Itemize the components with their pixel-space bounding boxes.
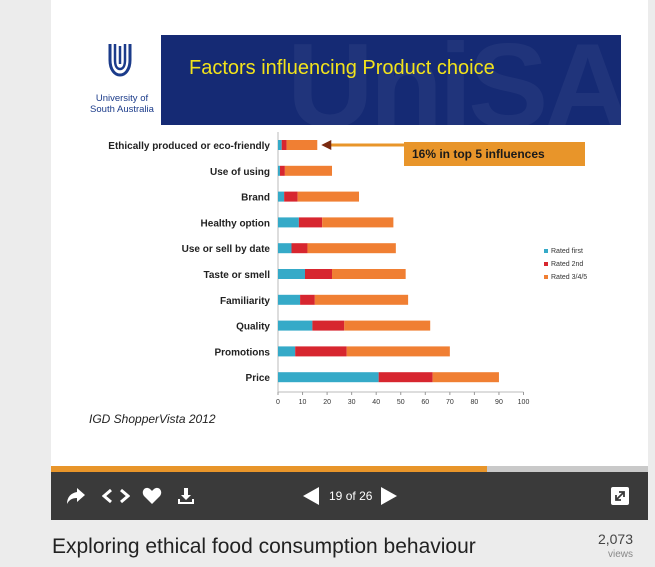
university-name: University of South Australia [83,93,161,115]
fullscreen-icon[interactable] [609,485,631,507]
bar-segment [312,320,345,331]
x-tick-label: 90 [495,399,503,406]
legend-label: Rated 2nd [551,261,583,268]
slide-progress-bar [51,466,648,472]
current-slide-number: 19 [329,489,343,503]
share-icon[interactable] [65,485,87,507]
legend-label: Rated first [551,248,583,255]
pager-of-label: of [345,489,356,503]
bar-segment [432,372,499,383]
views-count: 2,073 [597,531,633,547]
factors-bar-chart: 0 10 20 30 40 50 60 70 80 90 100 Ethically produced… [108,132,587,406]
x-tick-label: 50 [397,399,405,406]
slide-progress-fill [51,466,487,472]
bar-segment [378,372,433,383]
x-tick-label: 60 [421,399,429,406]
annotation-arrowhead [321,140,332,150]
like-heart-icon[interactable] [141,485,163,507]
legend-swatch [544,262,548,266]
bar-segment [279,165,285,176]
x-tick-label: 70 [446,399,454,406]
bar-segment [295,346,347,357]
bar-segment [278,217,299,228]
bar-segment [278,346,296,357]
category-label: Quality [236,322,270,333]
x-tick-label: 10 [299,399,307,406]
category-label: Promotions [214,347,270,358]
annotation-box [404,142,585,166]
previous-slide-icon[interactable] [301,485,321,507]
bar-segment [278,372,379,383]
category-label: Price [246,373,271,384]
category-label: Brand [241,193,270,204]
legend-label: Rated 3/4/5 [551,274,587,281]
slide-pager: 19 of 26 [329,489,372,503]
category-label: Use of using [210,167,270,178]
category-label: Ethically produced or eco-friendly [108,141,270,152]
bar-segment [284,165,333,176]
bar-segment [297,191,360,202]
bar-segment [344,320,431,331]
x-tick-label: 80 [471,399,479,406]
x-tick-label: 0 [276,399,280,406]
bar-segment [332,269,406,279]
annotation-text: 16% in top 5 influences [412,147,545,161]
bar-segment [291,243,308,254]
bar-segment [307,243,396,254]
embed-icon[interactable] [101,485,131,507]
bar-segment [278,294,301,305]
bar-segment [278,243,292,254]
bar-segment [278,269,306,279]
banner-watermark: UniSA [287,35,621,125]
category-label: Healthy option [201,218,270,229]
x-tick-label: 100 [518,399,530,406]
category-label: Taste or smell [203,270,270,281]
bar-segment [322,217,394,228]
bar-segment [286,140,318,150]
viewer-toolbar: 19 of 26 [51,472,648,520]
category-label: Use or sell by date [182,244,271,255]
x-tick-label: 40 [372,399,380,406]
bar-segment [346,346,450,357]
slide-viewer: University of South Australia UniSA Fact… [51,0,648,520]
legend-swatch [544,249,548,253]
university-logo-panel: University of South Australia [79,35,161,125]
slide-banner: University of South Australia UniSA Fact… [79,35,621,125]
university-name-line2: South Australia [90,104,154,115]
legend-swatch [544,275,548,279]
next-slide-icon[interactable] [379,485,399,507]
total-slides-number: 26 [359,489,373,503]
bar-segment [300,294,315,305]
views-label: views [607,549,633,560]
x-tick-label: 20 [323,399,331,406]
download-icon[interactable] [175,485,197,507]
bar-segment [281,140,287,150]
category-label: Familiarity [220,296,270,307]
bar-segment [314,294,409,305]
university-logo-icon [108,44,132,77]
slide-title: Factors influencing Product choice [189,57,495,79]
bar-segment [298,217,323,228]
bar-segment [278,320,313,331]
source-note: IGD ShopperVista 2012 [89,412,216,426]
bar-segment [278,191,285,202]
bar-segment [278,165,280,176]
presentation-title[interactable]: Exploring ethical food consumption behav… [52,535,476,558]
bar-segment [305,269,333,279]
bar-segment [284,191,298,202]
bar-segment [278,140,282,150]
slide: University of South Australia UniSA Fact… [51,0,648,466]
university-name-line1: University of [95,93,149,104]
x-tick-label: 30 [348,399,356,406]
